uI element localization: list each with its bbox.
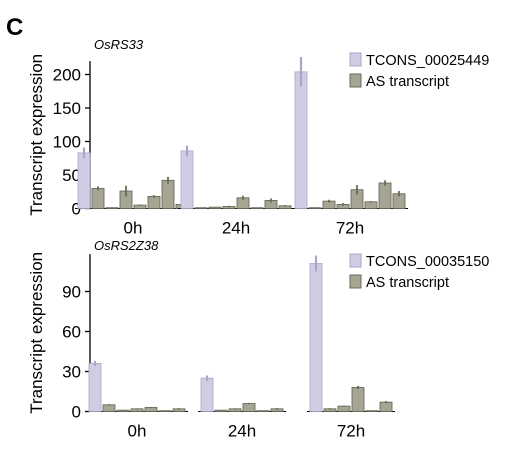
bar-as-transcript [158,410,172,412]
bar-highlight [77,152,91,209]
legend-swatch [349,274,362,289]
y-tick-label: 100 [53,133,81,152]
x-category-label: 24h [228,422,256,441]
legend: TCONS_00035150 AS transcript [349,253,489,291]
y-tick-label: 60 [62,323,81,342]
bar-highlight [294,71,308,209]
bar-as-transcript [256,410,270,412]
legend-swatch [349,73,362,88]
y-axis-label: Transcript expression [27,54,46,216]
legend: TCONS_00025449 AS transcript [349,52,489,90]
bar-highlight [88,363,102,412]
legend-label: TCONS_00035150 [366,254,489,270]
legend-swatch [349,52,362,67]
bar-as-transcript [194,207,208,209]
bar-as-transcript [144,407,158,412]
bar-as-transcript [208,206,222,209]
y-tick-label: 0 [72,403,81,422]
bar-as-transcript [379,401,393,412]
legend-label: TCONS_00025449 [366,53,489,69]
bar-highlight [180,150,194,209]
x-category-label: 72h [336,219,364,238]
legend-label: AS transcript [366,275,449,291]
y-tick-label: 150 [53,99,81,118]
group-0h: 0h [86,360,188,441]
bar-as-transcript [378,182,392,209]
bar-as-transcript [365,410,379,412]
y-tick-label: 200 [53,66,81,85]
group-0h: 0h [75,147,191,238]
y-tick-label: 90 [62,283,81,302]
group-72h: 72h [292,57,408,238]
bar-as-transcript [102,404,116,412]
y-tick-label: 30 [62,363,81,382]
x-category-label: 72h [337,422,365,441]
bar-as-transcript [161,179,175,209]
y-tick-label: 50 [62,166,81,185]
bar-highlight [309,263,323,412]
bar-as-transcript [351,387,365,412]
bar-as-transcript [242,403,256,412]
bar-as-transcript [250,207,264,209]
bar-as-transcript [147,195,161,209]
bar-as-transcript [308,207,322,209]
bar-as-transcript [337,405,351,412]
bar-as-transcript [91,187,105,209]
chart-2: OsRS2Z38 0 30 60 90 Transcript expression 0h 24… [27,238,489,441]
bar-as-transcript [364,201,378,209]
legend-label: AS transcript [366,74,449,90]
chart-title: OsRS2Z38 [94,238,159,253]
bar-highlight [200,377,214,412]
chart-title: OsRS33 [94,37,144,52]
panel-label: C [6,14,24,41]
x-category-label: 0h [128,422,147,441]
group-24h: 24h [198,375,286,441]
group-24h: 24h [178,145,294,238]
y-axis-label: Transcript expression [27,252,46,414]
legend-swatch [349,253,362,268]
x-category-label: 24h [222,219,250,238]
bar-as-transcript [105,207,119,209]
x-category-label: 0h [124,219,143,238]
group-72h: 72h [307,255,395,441]
